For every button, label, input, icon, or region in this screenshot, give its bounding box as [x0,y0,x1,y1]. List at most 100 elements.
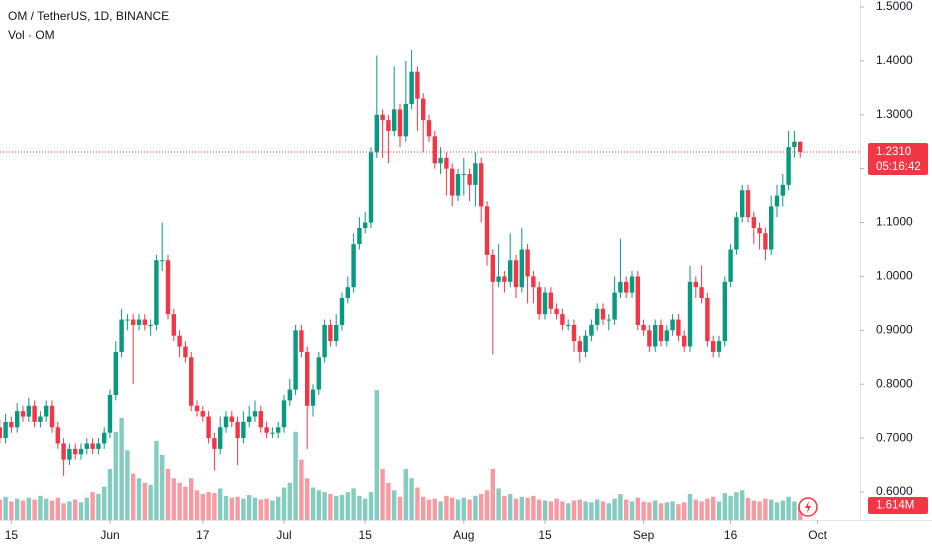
candle-body [577,341,582,352]
volume-bar [635,497,640,520]
candle-body [386,120,391,131]
volume-bar [658,503,664,520]
volume-bar [3,496,8,520]
volume-bar [165,468,171,520]
candle-body [380,114,385,121]
volume-bar [351,488,356,520]
volume-bar [774,502,780,520]
volume-bar [432,498,437,520]
candle-layer [0,50,803,476]
candle-body [647,330,652,347]
volume-bar [519,496,524,520]
volume-bar [119,417,124,520]
volume-bar [467,499,472,520]
volume-bar [15,498,20,520]
volume-bar [78,502,84,520]
volume-bar [26,497,31,520]
volume-bar [618,494,623,520]
volume-bar [368,492,374,520]
candle-body [450,168,455,196]
candle-body [334,324,339,342]
volume-bar [392,490,397,520]
chart-title: OM / TetherUS, 1D, BINANCE [8,9,169,23]
candle-body [183,346,188,358]
x-tick-label: 15 [5,528,19,542]
candle-body [310,389,316,406]
candle-body [357,227,362,245]
y-tick-label: 1.3000 [876,107,913,121]
volume-bar [566,503,571,520]
volume-bar [212,493,217,520]
candle-body [67,448,72,460]
candle-body [363,222,368,228]
x-tick-label: 17 [196,528,210,542]
candle-body [455,174,461,196]
volume-bar [397,496,403,520]
candle-body [49,405,55,428]
candle-body [728,249,733,282]
volume-bar [102,486,107,520]
candle-body [542,292,548,315]
candle-body [461,174,466,176]
y-tick-label: 0.8000 [876,376,913,390]
y-tick-label: 1.4000 [876,53,913,67]
volume-bar [461,497,466,520]
volume-bar [415,487,420,520]
volume-title: Vol · OM [8,28,55,42]
volume-bar [316,490,321,520]
candle-body [3,421,8,439]
x-tick-label: Jun [100,528,119,542]
volume-bar [339,494,345,520]
candle-body [792,141,797,148]
candle-body [20,411,26,417]
volume-bar [786,496,791,520]
candle-body [693,281,698,288]
candle-body [676,319,681,336]
candle-body [136,319,142,325]
volume-bar [490,468,495,520]
candle-body [55,427,60,444]
volume-bar [513,498,519,520]
volume-bar [363,498,368,520]
volume-bar [542,500,548,520]
candle-body [705,297,710,342]
volume-bar [334,495,339,520]
candle-body [281,400,287,428]
volume-bar [531,495,536,520]
candle-body [600,308,606,320]
volume-bar [160,455,165,520]
volume-bar [537,499,542,520]
candle-body [328,324,333,342]
candle-body [316,357,321,390]
volume-bar [583,501,588,520]
candle-body [90,443,95,449]
candle-body [206,416,211,439]
x-tick-label: 15 [359,528,373,542]
volume-bar [281,487,287,520]
alert-icon[interactable] [798,497,818,517]
volume-bar [84,497,89,520]
candle-body [26,405,31,417]
volume-bar [438,501,443,520]
candle-body [624,281,629,293]
volume-bar [357,495,362,520]
volume-bar [194,490,200,520]
x-tick-label: 16 [724,528,738,542]
candle-body [397,109,403,137]
candle-body [426,120,432,137]
candle-body [415,71,420,99]
candle-body [589,324,594,336]
candle-body [531,276,536,288]
volume-bar [426,499,432,520]
volume-bar [548,501,553,520]
volume-layer [0,390,803,520]
volume-bar [270,500,275,520]
candle-body [734,217,739,250]
candle-body [345,287,350,298]
volume-bar [252,497,258,520]
candle-body [537,287,542,315]
candle-body [61,443,66,460]
